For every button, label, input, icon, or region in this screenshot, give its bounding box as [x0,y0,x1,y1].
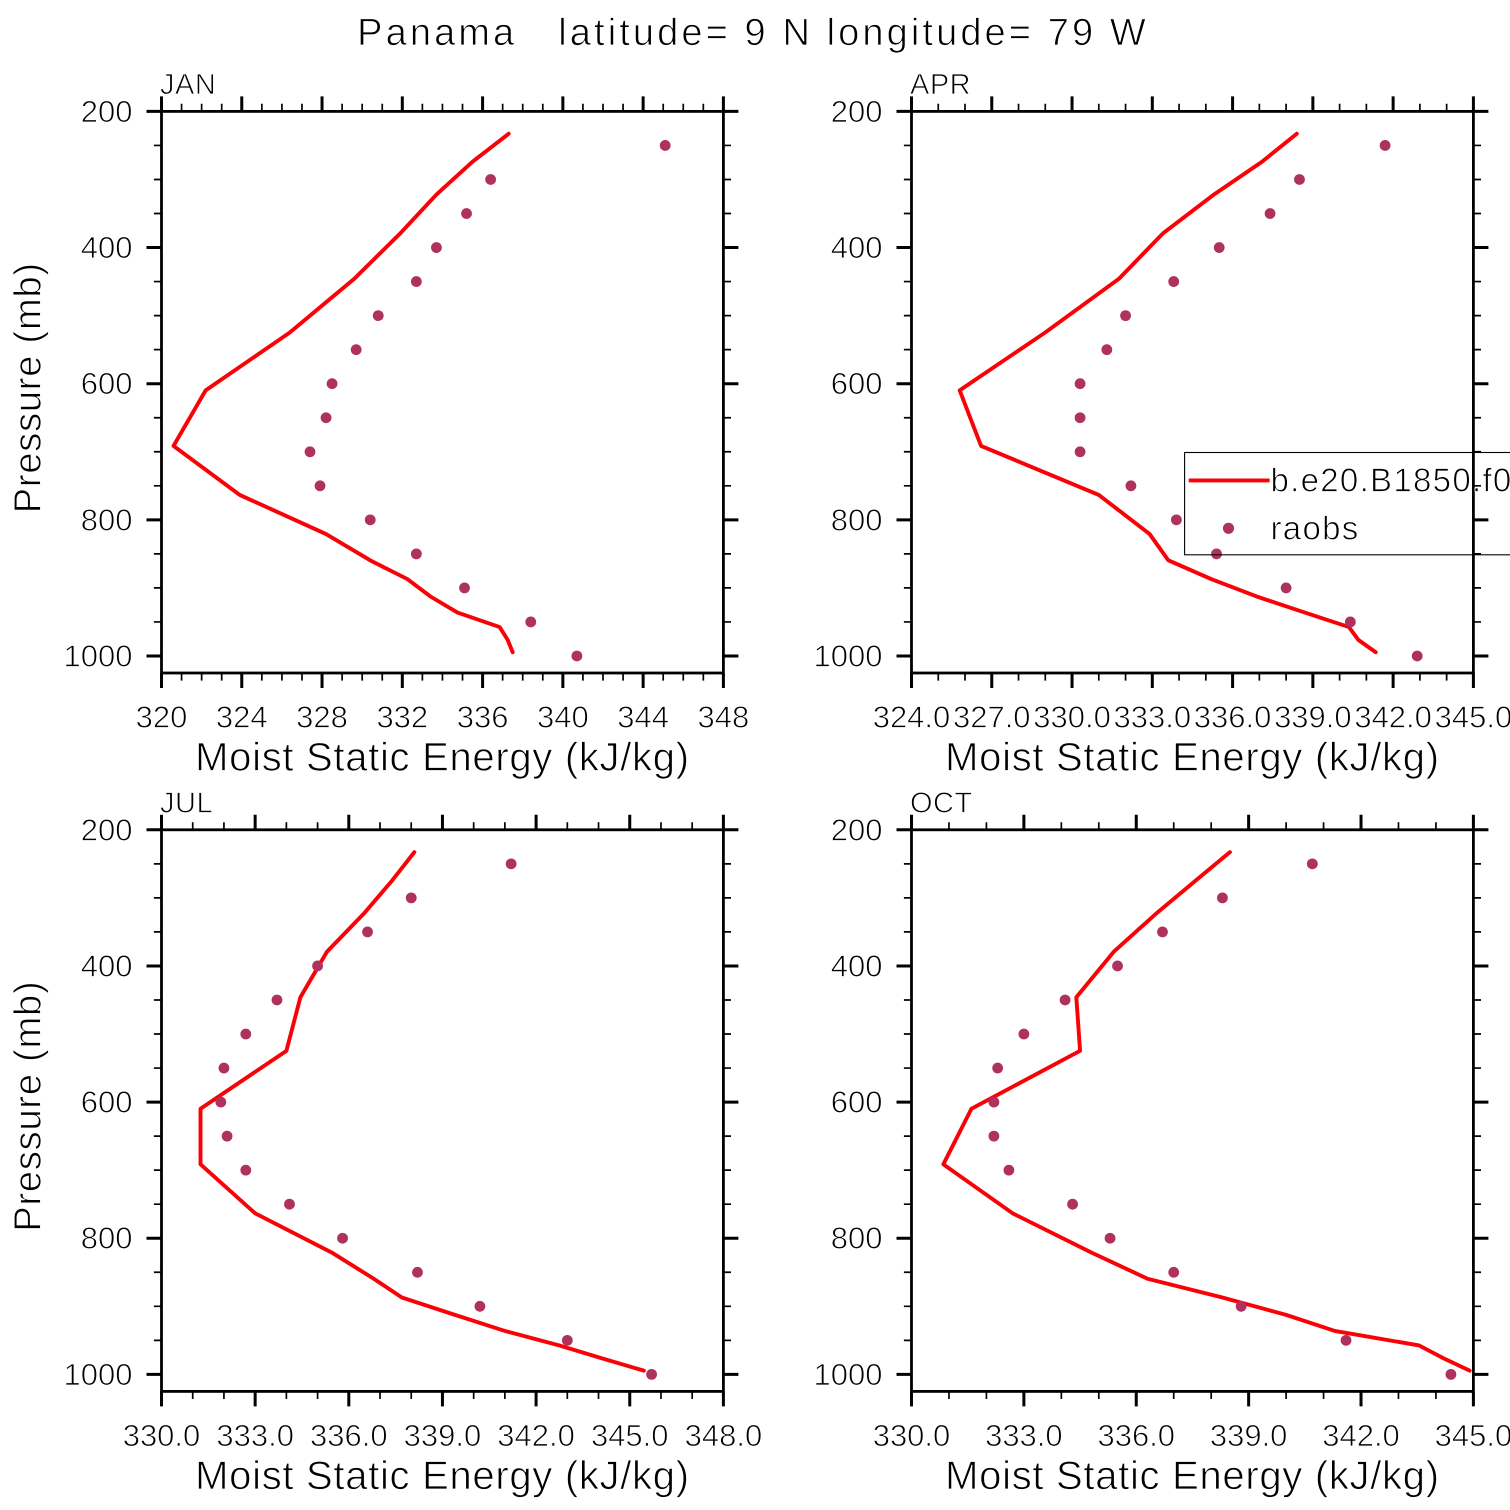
svg-text:339.0: 339.0 [1274,700,1352,735]
svg-text:400: 400 [831,230,883,265]
svg-text:324.0: 324.0 [873,700,951,735]
svg-text:JAN: JAN [160,69,216,101]
svg-text:336.0: 336.0 [310,1418,388,1453]
svg-text:333.0: 333.0 [985,1418,1063,1453]
svg-text:Panama latitude= 9 N longitu: Panama latitude= 9 N longitude= 79 W [357,12,1149,54]
svg-text:Pressure (mb): Pressure (mb) [8,981,50,1232]
svg-text:345.0: 345.0 [1435,1418,1510,1453]
svg-text:339.0: 339.0 [1210,1418,1288,1453]
svg-text:600: 600 [831,1085,883,1120]
svg-text:1000: 1000 [814,1357,883,1392]
svg-text:336.0: 336.0 [1097,1418,1175,1453]
svg-text:Pressure (mb): Pressure (mb) [8,262,50,513]
svg-text:342.0: 342.0 [497,1418,575,1453]
svg-text:332: 332 [376,700,428,735]
svg-text:342.0: 342.0 [1354,700,1432,735]
svg-text:800: 800 [81,502,133,537]
svg-text:400: 400 [81,948,133,983]
svg-text:333.0: 333.0 [1114,700,1192,735]
svg-text:348: 348 [698,700,750,735]
svg-text:330.0: 330.0 [123,1418,201,1453]
svg-text:336.0: 336.0 [1194,700,1272,735]
svg-text:Moist Static Energy (kJ/kg): Moist Static Energy (kJ/kg) [945,736,1440,780]
svg-text:345.0: 345.0 [591,1418,669,1453]
svg-text:342.0: 342.0 [1322,1418,1400,1453]
svg-text:Moist Static Energy (kJ/kg): Moist Static Energy (kJ/kg) [195,736,690,780]
svg-text:OCT: OCT [910,787,973,819]
svg-text:800: 800 [81,1221,133,1256]
svg-text:400: 400 [831,948,883,983]
svg-text:327.0: 327.0 [953,700,1031,735]
svg-text:330.0: 330.0 [1033,700,1111,735]
svg-text:324: 324 [216,700,268,735]
svg-text:200: 200 [831,812,883,847]
svg-text:345.0: 345.0 [1435,700,1510,735]
svg-text:b.e20.B1850.f09_g17: b.e20.B1850.f09_g17 [1271,462,1510,499]
svg-text:340: 340 [537,700,589,735]
svg-text:200: 200 [81,812,133,847]
svg-text:400: 400 [81,230,133,265]
svg-text:600: 600 [81,1085,133,1120]
svg-text:200: 200 [81,94,133,129]
svg-text:330.0: 330.0 [873,1418,951,1453]
svg-text:1000: 1000 [64,638,133,673]
svg-text:348.0: 348.0 [685,1418,763,1453]
svg-text:344: 344 [617,700,669,735]
svg-text:JUL: JUL [160,787,213,819]
svg-text:800: 800 [831,1221,883,1256]
svg-text:1000: 1000 [64,1357,133,1392]
svg-text:333.0: 333.0 [216,1418,294,1453]
svg-text:320: 320 [136,700,188,735]
svg-text:Moist Static Energy (kJ/kg): Moist Static Energy (kJ/kg) [945,1454,1440,1498]
svg-text:APR: APR [910,69,971,101]
svg-text:800: 800 [831,502,883,537]
svg-text:339.0: 339.0 [404,1418,482,1453]
svg-text:raobs: raobs [1271,510,1360,547]
svg-text:Moist Static Energy (kJ/kg): Moist Static Energy (kJ/kg) [195,1454,690,1498]
svg-text:336: 336 [457,700,509,735]
svg-text:200: 200 [831,94,883,129]
svg-text:1000: 1000 [814,638,883,673]
svg-text:600: 600 [831,366,883,401]
svg-text:328: 328 [296,700,348,735]
svg-text:600: 600 [81,366,133,401]
